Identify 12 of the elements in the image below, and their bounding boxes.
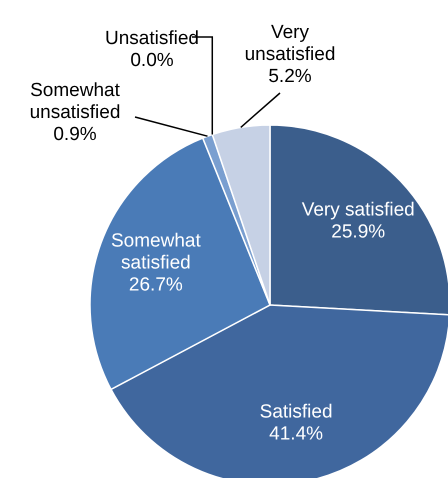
- slice-label: Very satisfied: [302, 199, 415, 220]
- data-label: 0.9%: [53, 124, 97, 146]
- slice-label: Somewhat unsatisfied: [30, 80, 121, 124]
- data-label: 25.9%: [331, 221, 386, 242]
- category-label: Unsatisfied: [105, 28, 199, 50]
- data-label: 5.2%: [268, 66, 312, 88]
- text: 0.0%: [130, 50, 174, 72]
- data-label: 41.4%: [269, 424, 324, 445]
- slice-label: Very unsatisfied: [244, 22, 336, 66]
- slice-label: Somewhat satisfied: [110, 230, 202, 274]
- data-label: 26.7%: [128, 274, 183, 296]
- slice-label: Satisfied: [260, 402, 333, 423]
